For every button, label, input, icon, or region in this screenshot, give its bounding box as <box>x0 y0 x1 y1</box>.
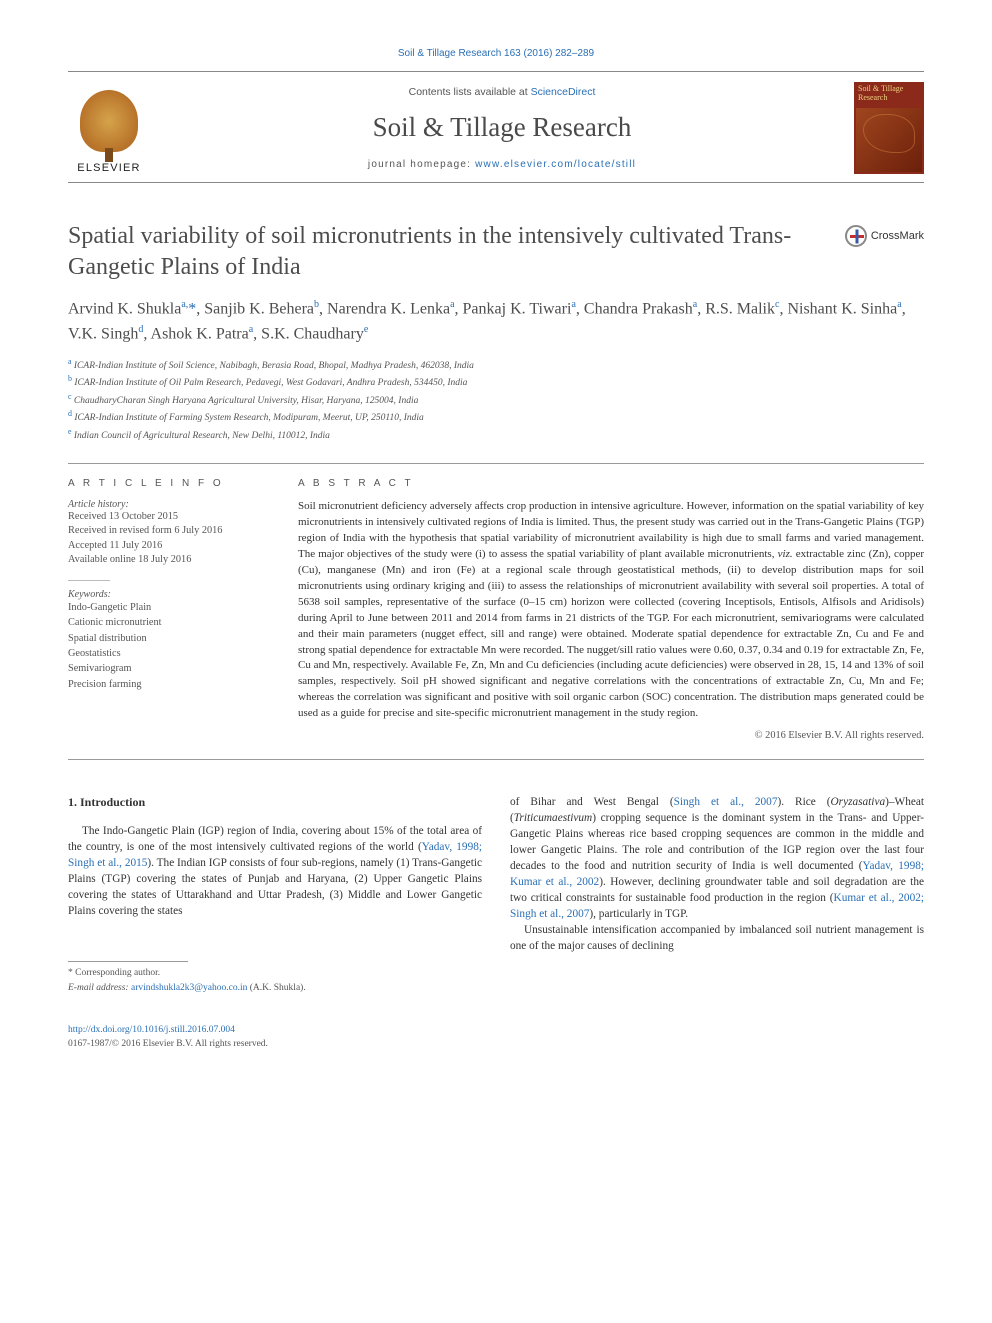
publisher-logo[interactable]: ELSEVIER <box>68 82 150 174</box>
keyword: Semivariogram <box>68 661 268 676</box>
history-line: Available online 18 July 2016 <box>68 553 268 567</box>
footnote-divider <box>68 961 188 962</box>
crossmark-widget[interactable]: CrossMark <box>845 225 924 247</box>
section-divider <box>68 463 924 464</box>
keyword: Precision farming <box>68 677 268 692</box>
homepage-prefix: journal homepage: <box>368 159 475 170</box>
history-lines: Received 13 October 2015Received in revi… <box>68 510 268 568</box>
history-line: Accepted 11 July 2016 <box>68 539 268 553</box>
keyword: Indo-Gangetic Plain <box>68 600 268 615</box>
body-paragraph: The Indo-Gangetic Plain (IGP) region of … <box>68 823 482 919</box>
citation-link[interactable]: Yadav, 1998; Kumar et al., 2002 <box>510 860 924 888</box>
affiliation-line: b ICAR-Indian Institute of Oil Palm Rese… <box>68 373 924 390</box>
cover-art-icon <box>856 108 922 172</box>
affiliation-line: c ChaudharyCharan Singh Haryana Agricult… <box>68 391 924 408</box>
issn-line: 0167-1987/© 2016 Elsevier B.V. All right… <box>68 1037 924 1051</box>
history-line: Received 13 October 2015 <box>68 510 268 524</box>
abstract-header: A B S T R A C T <box>298 478 924 489</box>
journal-name: Soil & Tillage Research <box>150 112 854 143</box>
keywords-label: Keywords: <box>68 589 268 600</box>
article-info-header: A R T I C L E I N F O <box>68 478 268 489</box>
citation-link[interactable]: Yadav, 1998; Singh et al., 2015 <box>68 841 482 869</box>
homepage-link[interactable]: www.elsevier.com/locate/still <box>475 159 636 170</box>
email-line: E-mail address: arvindshukla2k3@yahoo.co… <box>68 981 482 995</box>
contents-prefix: Contents lists available at <box>409 86 531 98</box>
doi-link[interactable]: http://dx.doi.org/10.1016/j.still.2016.0… <box>68 1025 235 1035</box>
info-divider <box>68 580 110 581</box>
affiliation-line: a ICAR-Indian Institute of Soil Science,… <box>68 356 924 373</box>
abstract-column: A B S T R A C T Soil micronutrient defic… <box>298 478 924 741</box>
journal-cover[interactable]: Soil & Tillage Research <box>854 82 924 174</box>
affiliation-line: d ICAR-Indian Institute of Farming Syste… <box>68 408 924 425</box>
history-label: Article history: <box>68 499 268 510</box>
elsevier-tree-icon <box>80 90 138 152</box>
citation-link[interactable]: Kumar et al., 2002; Singh et al., 2007 <box>510 892 924 920</box>
affiliation-line: e Indian Council of Agricultural Researc… <box>68 426 924 443</box>
affiliations: a ICAR-Indian Institute of Soil Science,… <box>68 356 924 443</box>
body-paragraph: Unsustainable intensification accompanie… <box>510 922 924 954</box>
email-suffix: (A.K. Shukla). <box>247 983 305 993</box>
crossmark-icon <box>845 225 867 247</box>
keyword: Geostatistics <box>68 646 268 661</box>
footnote-block: * Corresponding author. E-mail address: … <box>68 961 482 995</box>
masthead: ELSEVIER Contents lists available at Sci… <box>68 71 924 183</box>
abstract-text: Soil micronutrient deficiency adversely … <box>298 499 924 722</box>
author-list: Arvind K. Shuklaa,*, Sanjib K. Beherab, … <box>68 297 924 346</box>
section-heading: 1. Introduction <box>68 794 482 811</box>
doi-footer: http://dx.doi.org/10.1016/j.still.2016.0… <box>68 1023 924 1052</box>
keyword: Spatial distribution <box>68 631 268 646</box>
article-title: Spatial variability of soil micronutrien… <box>68 221 827 283</box>
cover-title: Soil & Tillage Research <box>854 82 924 106</box>
corresponding-author-note: * Corresponding author. <box>68 966 482 980</box>
sciencedirect-link[interactable]: ScienceDirect <box>531 86 596 98</box>
masthead-center: Contents lists available at ScienceDirec… <box>150 86 854 170</box>
citation-header[interactable]: Soil & Tillage Research 163 (2016) 282–2… <box>68 48 924 59</box>
abstract-copyright: © 2016 Elsevier B.V. All rights reserved… <box>298 730 924 741</box>
article-info-column: A R T I C L E I N F O Article history: R… <box>68 478 268 741</box>
citation-link[interactable]: Singh et al., 2007 <box>674 796 778 808</box>
homepage-line: journal homepage: www.elsevier.com/locat… <box>150 159 854 170</box>
email-label: E-mail address: <box>68 983 131 993</box>
body-columns: 1. Introduction The Indo-Gangetic Plain … <box>68 794 924 995</box>
email-link[interactable]: arvindshukla2k3@yahoo.co.in <box>131 983 247 993</box>
history-line: Received in revised form 6 July 2016 <box>68 524 268 538</box>
body-paragraph: of Bihar and West Bengal (Singh et al., … <box>510 794 924 922</box>
contents-line: Contents lists available at ScienceDirec… <box>150 86 854 98</box>
publisher-name: ELSEVIER <box>77 162 140 174</box>
keyword: Cationic micronutrient <box>68 615 268 630</box>
keywords-list: Indo-Gangetic PlainCationic micronutrien… <box>68 600 268 693</box>
crossmark-label: CrossMark <box>871 230 924 242</box>
